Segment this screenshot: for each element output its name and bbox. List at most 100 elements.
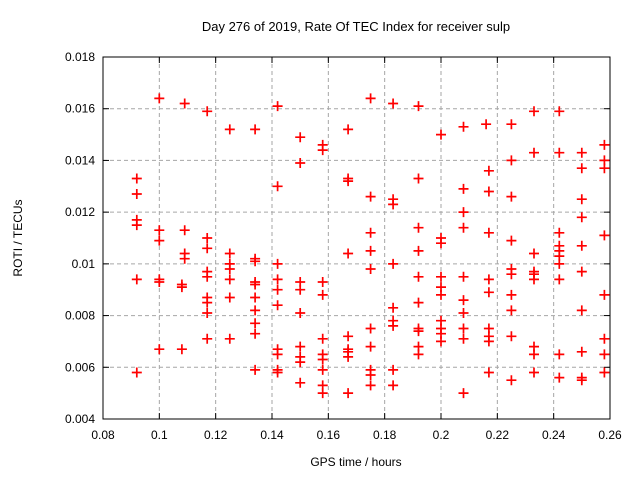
data-point-marker [154, 344, 165, 355]
data-point-marker [388, 320, 399, 331]
data-point-marker [202, 106, 213, 117]
y-tick-label: 0.016 [65, 102, 95, 116]
data-point-marker [250, 124, 261, 135]
data-point-marker [436, 238, 446, 249]
data-point-marker [224, 274, 235, 285]
data-point-marker [154, 235, 165, 246]
data-point-marker [317, 289, 328, 300]
x-tick-label: 0.24 [542, 428, 566, 442]
data-point-marker [295, 377, 306, 388]
data-point-marker [365, 245, 376, 256]
data-point-marker [250, 364, 261, 375]
data-point-marker [506, 119, 517, 130]
data-point-marker [529, 248, 539, 259]
data-point-marker [272, 181, 283, 192]
x-tick-label: 0.16 [317, 428, 341, 442]
data-point-marker [458, 308, 469, 318]
data-point-marker [179, 98, 190, 109]
x-tick-label: 0.08 [91, 428, 115, 442]
data-point-marker [576, 305, 587, 316]
data-point-marker [506, 289, 517, 300]
data-point-marker [599, 289, 610, 300]
data-point-marker [272, 258, 283, 269]
data-points [131, 93, 610, 399]
data-point-marker [483, 274, 494, 285]
data-point-marker [365, 191, 376, 202]
data-point-marker [272, 284, 283, 295]
data-point-marker [554, 147, 565, 158]
data-point-marker [576, 375, 587, 386]
data-point-marker [576, 266, 587, 277]
y-tick-label: 0.018 [65, 50, 95, 64]
data-point-marker [317, 354, 328, 365]
data-point-marker [599, 139, 610, 150]
x-tick-label: 0.14 [260, 428, 284, 442]
data-point-marker [599, 163, 610, 174]
data-point-marker [554, 106, 565, 117]
data-point-marker [413, 297, 424, 308]
data-point-marker [272, 367, 283, 378]
data-point-marker [576, 194, 587, 205]
data-point-marker [554, 349, 565, 360]
data-point-marker [554, 372, 565, 383]
data-point-marker [483, 367, 494, 378]
data-point-marker [202, 271, 213, 282]
data-point-marker [436, 271, 446, 282]
data-point-marker [343, 331, 354, 342]
data-point-marker [506, 269, 517, 280]
chart-title: Day 276 of 2019, Rate Of TEC Index for r… [202, 19, 510, 34]
data-point-marker [224, 264, 235, 274]
data-point-marker [179, 225, 190, 236]
data-point-marker [436, 129, 446, 140]
data-point-marker [179, 253, 190, 264]
x-tick-label: 0.18 [373, 428, 397, 442]
data-point-marker [154, 93, 165, 104]
data-point-marker [436, 289, 446, 300]
data-point-marker [529, 147, 539, 158]
data-point-marker [483, 165, 494, 176]
data-point-marker [529, 367, 539, 378]
data-point-marker [458, 183, 469, 194]
data-point-marker [365, 323, 376, 334]
data-point-marker [506, 305, 517, 316]
data-point-marker [388, 302, 399, 313]
data-point-marker [202, 297, 213, 308]
data-point-marker [413, 271, 424, 282]
data-point-marker [365, 370, 376, 380]
data-point-marker [506, 155, 517, 166]
data-point-marker [388, 364, 399, 375]
data-point-marker [529, 349, 539, 360]
data-point-marker [599, 333, 610, 344]
data-point-marker [131, 220, 142, 231]
data-point-marker [224, 333, 235, 344]
data-point-marker [365, 93, 376, 104]
data-point-marker [250, 318, 261, 329]
y-tick-label: 0.014 [65, 153, 95, 167]
data-point-marker [413, 222, 424, 233]
data-point-marker [131, 367, 142, 378]
axis-ticks [102, 56, 611, 420]
data-point-marker [458, 333, 469, 344]
x-axis-label: GPS time / hours [310, 455, 401, 469]
data-point-marker [224, 248, 235, 259]
data-point-marker [343, 351, 354, 362]
data-point-marker [576, 163, 587, 174]
data-point-marker [388, 258, 399, 269]
data-point-marker [483, 336, 494, 347]
data-point-marker [599, 367, 610, 378]
data-point-marker [413, 245, 424, 256]
data-point-marker [576, 240, 587, 251]
data-point-marker [317, 145, 328, 156]
data-point-marker [202, 308, 213, 318]
y-tick-label: 0.004 [65, 412, 95, 426]
x-tick-label: 0.1 [151, 428, 168, 442]
data-point-marker [483, 227, 494, 238]
data-point-marker [272, 274, 283, 285]
y-tick-label: 0.008 [65, 309, 95, 323]
data-point-marker [506, 331, 517, 342]
data-point-marker [481, 119, 492, 130]
data-point-marker [436, 336, 446, 347]
data-point-marker [202, 243, 213, 254]
data-point-marker [458, 388, 469, 399]
